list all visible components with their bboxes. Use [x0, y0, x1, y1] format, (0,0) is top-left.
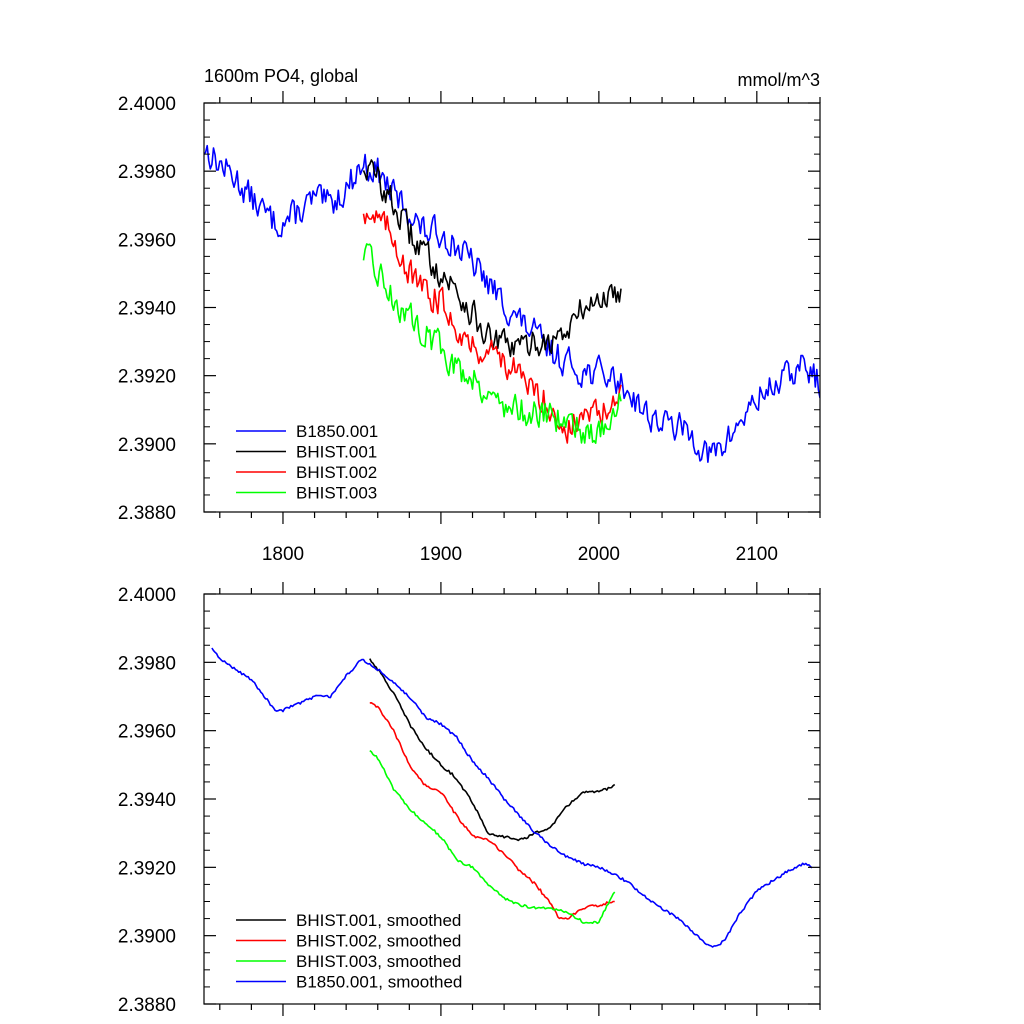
bottom-panel: 2.3880 2.3900 2.3920 2.3940 2.3960 2.3980 2.40…	[118, 582, 821, 1016]
y-tick-label: 2.3980	[118, 653, 176, 674]
series-line-bhist-003	[362, 243, 622, 445]
x-tick-label: 2100	[736, 544, 778, 565]
series-line-bhist-001-smoothed	[369, 658, 616, 842]
x-tick-label: 1800	[262, 544, 304, 565]
series-line-b1850-001-smoothed	[211, 647, 813, 948]
y-tick-label: 2.3900	[118, 435, 176, 456]
x-tick-label: 1900	[420, 544, 462, 565]
y-tick-label: 2.4000	[118, 585, 176, 606]
legend-label: B1850.001, smoothed	[296, 973, 462, 992]
series-line-bhist-003-smoothed	[369, 749, 616, 925]
series-line-b1850-001	[204, 144, 820, 464]
y-tick-label: 2.3880	[118, 503, 176, 524]
y-tick-label: 2.3920	[118, 858, 176, 879]
y-tick-label: 2.3980	[118, 162, 176, 183]
y-tick-label: 2.4000	[118, 94, 176, 115]
units-label: mmol/m^3	[738, 70, 820, 90]
y-tick-label: 2.3900	[118, 927, 176, 948]
chart-title: 1600m PO4, global	[204, 66, 358, 86]
legend-label: BHIST.002, smoothed	[296, 932, 461, 951]
x-tick-label: 2000	[578, 544, 620, 565]
y-tick-label: 2.3940	[118, 299, 176, 320]
top-panel: 2.3880 2.3900 2.3920 2.3940 2.3960 2.3980 2.40…	[118, 91, 821, 565]
y-tick-label: 2.3960	[118, 230, 176, 251]
legend-label: BHIST.002	[296, 463, 377, 482]
legend-label: BHIST.001, smoothed	[296, 911, 461, 930]
legend-label: BHIST.003, smoothed	[296, 952, 461, 971]
y-tick-label: 2.3940	[118, 790, 176, 811]
legend-label: BHIST.001	[296, 443, 377, 462]
y-tick-label: 2.3920	[118, 367, 176, 388]
legend-label: B1850.001	[296, 422, 378, 441]
legend-label: BHIST.003	[296, 484, 377, 503]
series-line-bhist-002	[362, 210, 622, 444]
y-tick-label: 2.3960	[118, 722, 176, 743]
y-tick-label: 2.3880	[118, 995, 176, 1016]
series-line-bhist-002-smoothed	[369, 701, 615, 920]
